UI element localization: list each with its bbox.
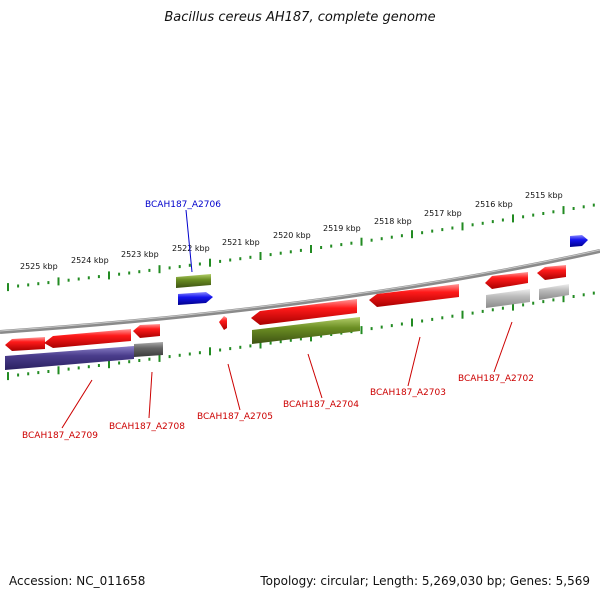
gene-label-2702: BCAH187_A2702 bbox=[458, 374, 534, 384]
gene-green-2706[interactable] bbox=[176, 274, 211, 288]
scale-label: 2519 kbp bbox=[323, 224, 361, 233]
scale-labels: 2525 kbp 2524 kbp 2523 kbp 2522 kbp 2521… bbox=[20, 191, 563, 271]
genome-stats-text: Topology: circular; Length: 5,269,030 bp… bbox=[260, 574, 590, 588]
scale-label: 2515 kbp bbox=[525, 191, 563, 200]
gene-red-right[interactable] bbox=[537, 265, 566, 280]
scale-label: 2520 kbp bbox=[273, 231, 311, 240]
scale-label: 2518 kbp bbox=[374, 217, 412, 226]
gene-red-2703[interactable] bbox=[369, 284, 459, 307]
gene-green-2704[interactable] bbox=[252, 317, 360, 344]
gene-red-2709b[interactable] bbox=[44, 329, 131, 348]
label-leader-lines bbox=[61, 209, 513, 429]
gene-red-2708[interactable] bbox=[133, 324, 160, 338]
gene-gray-right[interactable] bbox=[539, 284, 569, 300]
gene-gray-2702[interactable] bbox=[486, 289, 530, 308]
gene-red-2704[interactable] bbox=[251, 299, 357, 325]
scale-label: 2525 kbp bbox=[20, 262, 58, 271]
gene-label-2705: BCAH187_A2705 bbox=[197, 412, 273, 422]
gene-label-2709: BCAH187_A2709 bbox=[22, 431, 98, 441]
gene-label-2706: BCAH187_A2706 bbox=[145, 200, 221, 210]
gene-label-2708: BCAH187_A2708 bbox=[109, 422, 185, 432]
scale-label: 2523 kbp bbox=[121, 250, 159, 259]
gene-darkgray-2708[interactable] bbox=[134, 342, 163, 357]
gene-label-2703: BCAH187_A2703 bbox=[370, 388, 446, 398]
genome-backbone bbox=[0, 249, 600, 334]
gene-blue-2706[interactable] bbox=[178, 292, 213, 305]
outer-scale-ticks bbox=[7, 203, 595, 292]
gene-labels: BCAH187_A2706 BCAH187_A2709 BCAH187_A270… bbox=[22, 200, 534, 441]
scale-label: 2521 kbp bbox=[222, 238, 260, 247]
gene-red-2709a[interactable] bbox=[5, 337, 45, 351]
scale-label: 2522 kbp bbox=[172, 244, 210, 253]
gene-red-2702[interactable] bbox=[485, 272, 528, 289]
page-title: Bacillus cereus AH187, complete genome bbox=[164, 10, 436, 25]
scale-label: 2516 kbp bbox=[475, 200, 513, 209]
scale-label: 2517 kbp bbox=[424, 209, 462, 218]
scale-label: 2524 kbp bbox=[71, 256, 109, 265]
gene-purple-2709[interactable] bbox=[5, 346, 134, 370]
gene-blue-right[interactable] bbox=[570, 235, 588, 247]
accession-text: Accession: NC_011658 bbox=[9, 574, 146, 588]
gene-label-2704: BCAH187_A2704 bbox=[283, 400, 359, 410]
gene-red-2705[interactable] bbox=[219, 316, 227, 330]
